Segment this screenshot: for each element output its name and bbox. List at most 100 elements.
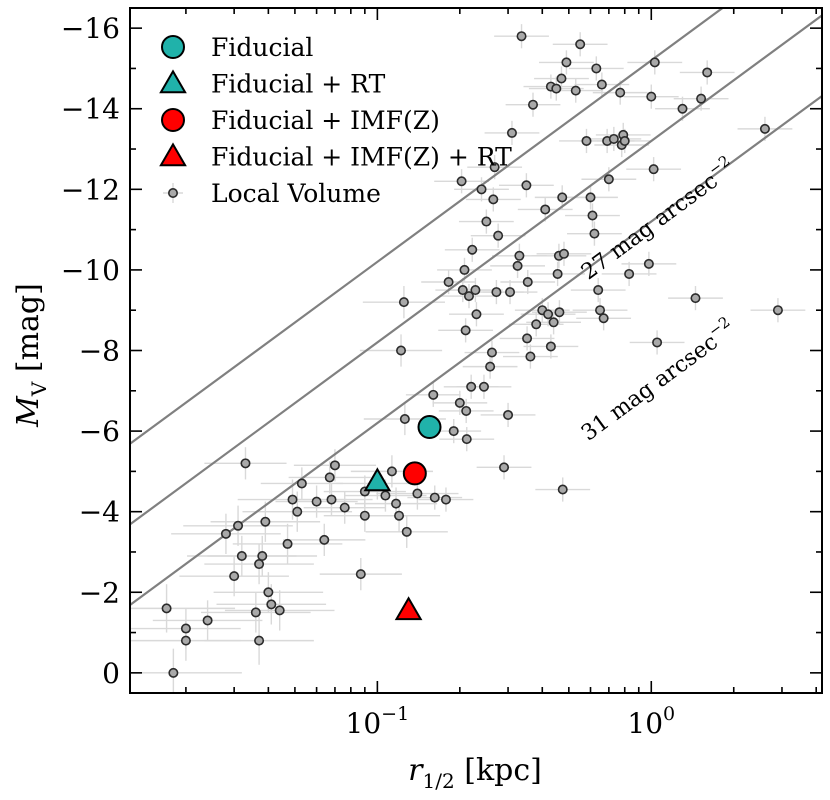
- lv-point-65: [491, 287, 502, 298]
- x-tick-label-0: 10−1: [346, 703, 410, 740]
- lv-point-15: [263, 587, 274, 598]
- lv-point-122: [702, 67, 713, 78]
- lv-point-33: [386, 466, 397, 477]
- lv-point-4: [202, 615, 213, 626]
- sim-point-0: [417, 415, 442, 440]
- lv-point-119: [677, 103, 688, 114]
- y-tick-label-2: −12: [61, 173, 120, 206]
- lv-point-90: [556, 73, 567, 84]
- lv-point-63: [488, 194, 499, 205]
- lv-point-59: [478, 381, 489, 392]
- lv-point-50: [460, 325, 471, 336]
- lv-point-47: [456, 176, 467, 187]
- lv-point-39: [401, 526, 412, 537]
- lv-point-100: [589, 228, 600, 239]
- lv-point-98: [585, 192, 596, 203]
- lv-point-84: [545, 341, 556, 352]
- reference-line-1: [130, 14, 822, 526]
- lv-point-19: [287, 494, 298, 505]
- lv-point-91: [557, 192, 568, 203]
- lv-point-93: [558, 248, 569, 259]
- lv-point-42: [429, 492, 440, 503]
- y-tick-label-6: −4: [79, 496, 120, 529]
- lv-point-86: [551, 83, 562, 94]
- legend-label-3: Fiducial + IMF(Z) + RT: [211, 143, 512, 172]
- lv-point-64: [489, 162, 500, 173]
- legend-marker-1: [159, 69, 187, 94]
- y-tick-label-4: −8: [79, 335, 120, 368]
- lv-point-104: [596, 79, 607, 90]
- legend-label-1: Fiducial + RT: [211, 70, 386, 99]
- legend-item-1: Fiducial + RT: [159, 69, 386, 99]
- lv-point-103: [595, 305, 606, 316]
- lv-point-16: [266, 599, 277, 610]
- lv-point-7: [233, 520, 244, 531]
- lv-point-3: [180, 635, 191, 646]
- lv-point-66: [493, 230, 504, 241]
- legend-label-2: Fiducial + IMF(Z): [211, 106, 440, 135]
- x-tick-base: 10: [627, 707, 663, 740]
- lv-point-72: [514, 250, 525, 261]
- lv-point-87: [552, 268, 563, 279]
- lv-point-0: [161, 603, 172, 614]
- legend-marker-4: [168, 188, 179, 199]
- lv-point-40: [412, 488, 423, 499]
- sim-point-2: [402, 461, 427, 486]
- lv-point-71: [512, 260, 523, 271]
- x-tick-exponent: −1: [381, 703, 409, 725]
- local-volume-points: [161, 31, 783, 678]
- reference-line-labels: 27 mag arcsec−231 mag arcsec−2: [577, 152, 734, 447]
- lv-point-102: [593, 285, 604, 296]
- lv-point-78: [528, 99, 539, 110]
- lv-point-109: [615, 87, 626, 98]
- y-tick-label-5: −6: [79, 415, 120, 448]
- lv-point-112: [619, 135, 630, 146]
- lv-point-26: [329, 460, 340, 471]
- lv-point-36: [396, 345, 407, 356]
- lv-point-17: [274, 605, 285, 616]
- lv-point-115: [646, 91, 657, 102]
- lv-point-53: [463, 291, 474, 302]
- lv-point-9: [240, 458, 251, 469]
- lv-point-34: [391, 498, 402, 509]
- lv-point-18: [282, 538, 293, 549]
- lv-point-67: [499, 462, 510, 473]
- lv-point-2: [180, 623, 191, 634]
- sim-point-1: [363, 467, 392, 492]
- lv-point-54: [466, 381, 477, 392]
- lv-point-20: [292, 506, 303, 517]
- lv-point-101: [591, 63, 602, 74]
- lv-point-44: [443, 276, 454, 287]
- y-tick-labels: −16 −14 −12 −10 −8 −6 −4 −2 0: [61, 12, 120, 690]
- reference-line-2: [130, 95, 822, 606]
- lv-point-94: [561, 57, 572, 68]
- legend-label-4: Local Volume: [211, 179, 381, 208]
- y-axis-label: MV [mag]: [11, 283, 51, 428]
- lv-point-97: [581, 135, 592, 146]
- lv-point-48: [457, 285, 468, 296]
- reference-line-0: [130, 8, 725, 445]
- lv-point-76: [522, 276, 533, 287]
- lv-point-29: [359, 510, 370, 521]
- legend-marker-2: [161, 108, 185, 132]
- lv-point-25: [326, 494, 337, 505]
- simulation-points: [363, 415, 442, 621]
- lv-point-123: [759, 123, 770, 134]
- y-tick-label-7: −2: [79, 576, 120, 609]
- lv-point-56: [470, 285, 481, 296]
- x-tick-exponent: 0: [663, 703, 675, 725]
- lv-point-14: [260, 516, 271, 527]
- y-tick-label-3: −10: [61, 254, 120, 287]
- lv-point-57: [471, 309, 482, 320]
- lv-point-21: [296, 478, 307, 489]
- lv-point-51: [461, 405, 472, 416]
- lv-point-124: [772, 305, 783, 316]
- lv-point-121: [696, 93, 707, 104]
- lv-point-45: [448, 426, 459, 437]
- lv-point-49: [459, 264, 470, 275]
- lv-point-108: [608, 133, 619, 144]
- lv-point-60: [481, 216, 492, 227]
- legend-item-4: Local Volume: [163, 179, 381, 208]
- lv-point-8: [236, 550, 247, 561]
